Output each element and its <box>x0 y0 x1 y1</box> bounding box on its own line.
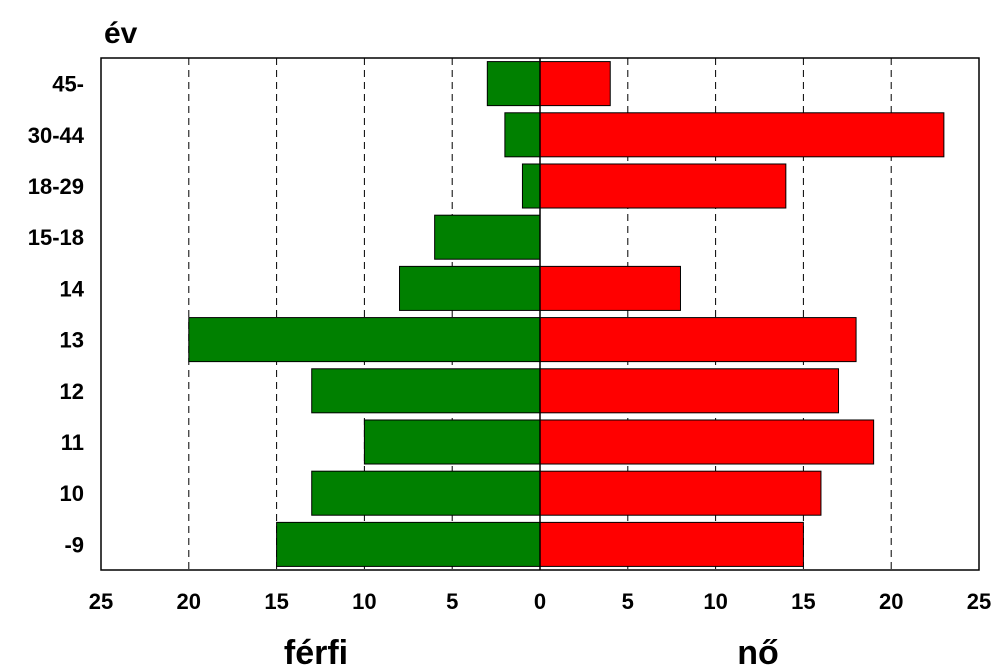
bar-ferfi-11 <box>363 419 541 465</box>
x-tick-label-2: 15 <box>264 589 288 614</box>
x-tick-label-8: 15 <box>791 589 815 614</box>
category-label-45-: 45- <box>52 72 84 97</box>
category-label-15-18: 15-18 <box>28 225 84 250</box>
bar-no-12 <box>539 368 840 414</box>
bar-ferfi-18-29 <box>521 163 541 209</box>
x-tick-label-7: 10 <box>703 589 727 614</box>
bar-ferfi-15-18 <box>434 214 541 260</box>
bar-no--9 <box>539 521 804 567</box>
category-label--9: -9 <box>64 532 84 557</box>
bar-ferfi-13 <box>188 317 541 363</box>
x-tick-label-4: 5 <box>446 589 458 614</box>
category-label-14: 14 <box>60 276 85 301</box>
bar-no-45- <box>539 61 611 107</box>
bar-no-14 <box>539 265 681 311</box>
bar-no-18-29 <box>539 163 787 209</box>
x-tick-label-5: 0 <box>534 589 546 614</box>
bar-no-11 <box>539 419 875 465</box>
bars <box>188 61 945 567</box>
category-label-10: 10 <box>60 481 84 506</box>
series-label-ferfi: férfi <box>284 634 348 668</box>
bar-ferfi--9 <box>276 521 541 567</box>
x-tick-labels: 25 20 15 10 5 0 5 10 15 20 25 <box>89 589 991 614</box>
x-tick-label-10: 25 <box>967 589 991 614</box>
category-label-18-29: 18-29 <box>28 174 84 199</box>
bar-ferfi-10 <box>311 470 541 516</box>
x-tick-label-9: 20 <box>879 589 903 614</box>
bar-ferfi-12 <box>311 368 541 414</box>
category-label-30-44: 30-44 <box>28 123 85 148</box>
x-tick-label-6: 5 <box>622 589 634 614</box>
category-label-13: 13 <box>60 328 84 353</box>
bar-ferfi-14 <box>399 265 541 311</box>
bar-no-13 <box>539 317 857 363</box>
bar-ferfi-45- <box>486 61 541 107</box>
category-labels: -9 10 11 12 13 14 15-18 18-29 30-44 45- <box>28 72 85 558</box>
category-label-12: 12 <box>60 379 84 404</box>
category-label-11: 11 <box>61 430 84 455</box>
bar-no-30-44 <box>539 112 945 158</box>
x-tick-label-1: 20 <box>177 589 201 614</box>
x-tick-label-3: 10 <box>352 589 376 614</box>
bar-ferfi-30-44 <box>504 112 541 158</box>
series-label-no: nő <box>737 634 779 668</box>
x-tick-label-0: 25 <box>89 589 113 614</box>
bar-no-10 <box>539 470 822 516</box>
chart-title: év <box>104 17 138 50</box>
